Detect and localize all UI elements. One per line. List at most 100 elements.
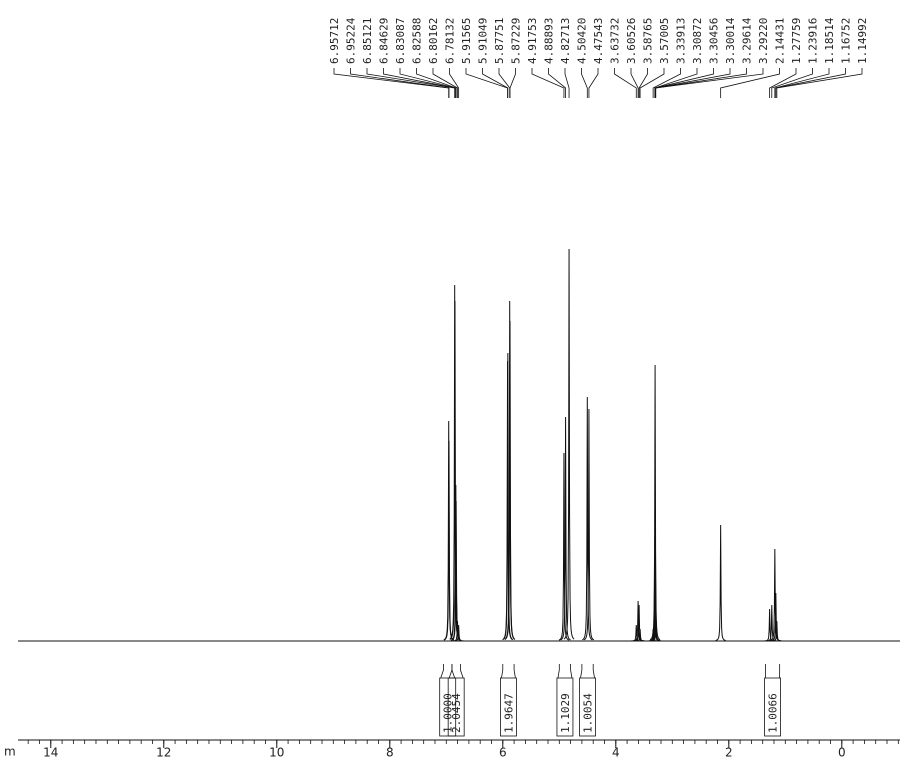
peak-label: 6.80162 [427,18,440,64]
peak-label: 5.87751 [493,18,506,64]
integral-label: 1.0054 [582,693,595,733]
peak [502,352,514,641]
peak-label: 3.33913 [675,18,688,64]
integral-bracket [501,664,516,679]
peak-leader [655,68,764,98]
peak-label: 5.91565 [460,18,473,64]
peak-label: 3.60526 [625,18,638,64]
peak-leader [614,68,637,98]
peak-leader [531,68,565,98]
peak-label: 3.30014 [724,17,737,64]
peak [650,628,661,642]
integral-bracket [765,664,781,679]
x-tick-label: 14 [43,746,58,760]
integral-label: 2.0454 [450,693,463,733]
integral-label: 1.1029 [559,693,572,733]
integral-bracket [580,664,595,679]
integral-bracket [440,664,456,679]
integral-label: 1.0066 [767,693,780,733]
integral-label: 1.9647 [502,693,515,733]
peak-label: 6.95712 [328,18,341,64]
peak-leader [720,68,780,98]
integral-box [439,677,457,737]
peak-label: 5.91049 [477,18,490,64]
peak-label: 4.50420 [576,18,589,64]
peak-label: 4.47543 [592,18,605,64]
peak-label: 3.57005 [658,18,671,64]
peak-leader [630,68,639,98]
peak-label: 1.18514 [823,17,836,64]
x-tick-label: 2 [725,746,733,760]
peak-label: 6.85121 [361,18,374,64]
x-tick-label: 8 [386,746,394,760]
peak-leader [638,68,648,98]
peak-label: 5.87229 [510,18,523,64]
peak-label: 3.63732 [609,18,622,64]
peak-leader [775,68,846,98]
peak [771,620,782,642]
peak-leader [350,68,450,98]
x-tick-label: 12 [156,746,171,760]
integral-bracket [557,664,573,679]
peak-leader [771,68,813,98]
peak [443,440,455,641]
peak-label: 4.91753 [526,18,539,64]
peak-leader [509,68,516,98]
peak-leader [776,68,863,98]
peak-leader [564,68,570,98]
peak-label: 1.14992 [856,18,869,64]
integral-box [447,677,465,737]
peak-leader [774,68,830,98]
peak-leader [769,68,797,98]
peak-leader [652,68,681,98]
peak-leader [432,68,458,98]
integral-box [556,677,574,737]
peak [560,416,571,641]
peak [582,396,593,641]
peak [583,408,595,641]
x-axis-label: m [4,745,16,759]
x-tick-label: 4 [612,746,620,760]
peak-label: 3.29614 [741,17,754,64]
integral-box [500,677,517,737]
peak-label: 6.83087 [394,18,407,64]
peak [563,248,575,640]
peak-leader [639,68,665,98]
peak-leader [383,68,456,98]
peak-leader [449,68,460,98]
peak-label: 3.30872 [691,18,704,64]
peak-label: 6.78132 [444,18,457,64]
peak-leader [581,68,588,98]
peak-label: 1.27759 [790,18,803,64]
integral-box [764,677,781,737]
peak-label: 3.30456 [708,18,721,64]
peak-label: 1.16752 [840,18,853,64]
integral-bracket [448,664,464,679]
peak-leader [465,68,508,98]
peak-leader [548,68,566,98]
x-tick-label: 6 [499,746,507,760]
x-tick-label: 0 [838,746,846,760]
peak-label: 4.82713 [559,18,572,64]
integral-box [579,677,596,737]
peak-label: 3.29220 [757,18,770,64]
x-tick-label: 10 [269,746,284,760]
peak [649,364,661,641]
peak [631,624,642,642]
peak-label: 6.95224 [345,17,358,64]
peak [504,320,516,640]
peak [558,452,570,641]
peak-label: 3.58765 [642,18,655,64]
peak [715,524,726,641]
peak-label: 6.84629 [378,18,391,64]
peak-leader [482,68,509,98]
peak-leader [588,68,599,98]
peak-label: 1.23916 [807,18,820,64]
peak-leader [416,68,457,98]
peak-label: 4.88893 [543,18,556,64]
peak-label: 6.82588 [411,18,424,64]
peak-label: 2.14431 [774,18,787,64]
peak [453,624,464,642]
